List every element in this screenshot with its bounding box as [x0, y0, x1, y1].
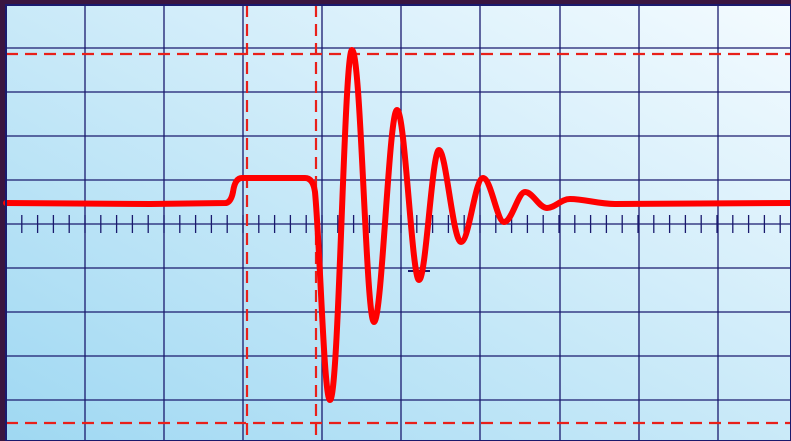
screen-bezel-frame: [5, 4, 791, 441]
screen-background: [6, 5, 791, 441]
waveform-trace-layer: [3, 47, 791, 403]
waveform-trace: [3, 47, 791, 403]
